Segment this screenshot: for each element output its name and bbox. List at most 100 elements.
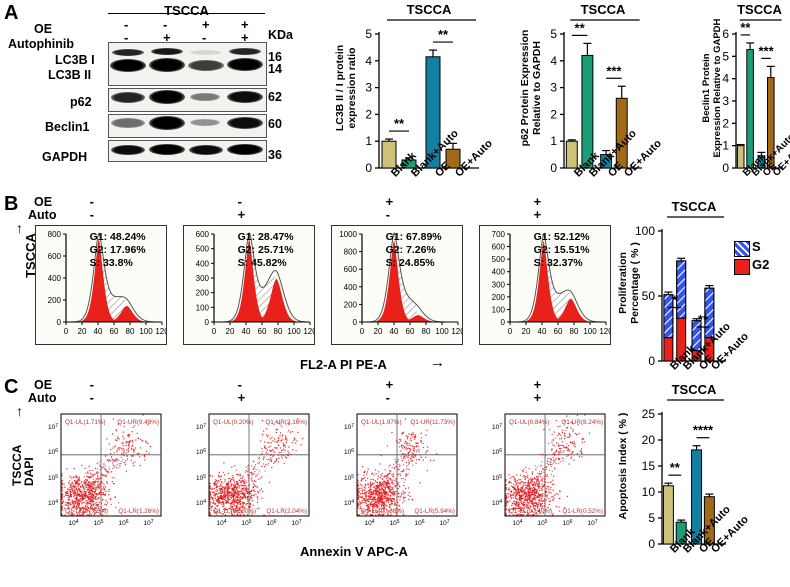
svg-text:Q1-LL(97.55%): Q1-LL(97.55%) <box>65 508 108 515</box>
svg-text:Q1-UL(0.20%): Q1-UL(0.20%) <box>213 419 254 426</box>
svg-text:20: 20 <box>78 327 87 336</box>
svg-text:100: 100 <box>196 303 210 312</box>
svg-text:Q1-LR(1.26%): Q1-LR(1.26%) <box>118 508 159 515</box>
svg-text:20: 20 <box>374 327 383 336</box>
svg-text:107: 107 <box>587 519 597 527</box>
svg-text:120: 120 <box>451 327 462 336</box>
svg-text:105: 105 <box>48 474 58 482</box>
svg-text:600: 600 <box>48 252 62 261</box>
svg-text:**: ** <box>670 460 681 475</box>
svg-text:500: 500 <box>492 255 506 264</box>
svg-text:60: 60 <box>406 327 415 336</box>
svg-text:104: 104 <box>344 499 354 507</box>
svg-text:106: 106 <box>492 448 502 456</box>
svg-text:20: 20 <box>226 327 235 336</box>
svg-text:600: 600 <box>492 243 506 252</box>
svg-text:104: 104 <box>512 519 522 527</box>
svg-text:107: 107 <box>344 423 354 431</box>
svg-text:Q1-LR(5.94%): Q1-LR(5.94%) <box>414 508 455 515</box>
svg-text:0: 0 <box>648 354 655 367</box>
svg-text:**: ** <box>575 20 586 35</box>
svg-text:120: 120 <box>303 327 314 336</box>
svg-text:600: 600 <box>196 230 210 239</box>
svg-text:Q1-LL(95.60%): Q1-LL(95.60%) <box>213 508 256 515</box>
svg-text:4: 4 <box>550 54 557 68</box>
svg-text:0: 0 <box>550 161 557 174</box>
svg-text:2: 2 <box>550 107 557 121</box>
svg-text:0: 0 <box>648 537 655 550</box>
svg-text:20: 20 <box>642 433 656 447</box>
svg-text:****: **** <box>693 423 714 438</box>
svg-text:104: 104 <box>364 519 374 527</box>
svg-text:300: 300 <box>492 280 506 289</box>
svg-text:0: 0 <box>365 161 372 174</box>
svg-text:100: 100 <box>492 305 506 314</box>
svg-text:**: ** <box>740 20 751 35</box>
svg-text:300: 300 <box>196 274 210 283</box>
svg-text:40: 40 <box>242 327 251 336</box>
svg-text:800: 800 <box>344 248 358 257</box>
svg-text:20: 20 <box>522 327 531 336</box>
svg-text:Q1-LR(0.52%): Q1-LR(0.52%) <box>562 508 603 515</box>
svg-text:TSCCA: TSCCA <box>407 2 452 17</box>
svg-text:120: 120 <box>155 327 166 336</box>
svg-text:0: 0 <box>501 318 506 327</box>
svg-text:200: 200 <box>492 293 506 302</box>
svg-text:80: 80 <box>422 327 431 336</box>
svg-text:TSCCA: TSCCA <box>672 382 717 397</box>
svg-text:104: 104 <box>196 499 206 507</box>
svg-text:500: 500 <box>196 245 210 254</box>
svg-text:**: ** <box>698 312 709 327</box>
svg-text:40: 40 <box>94 327 103 336</box>
svg-text:60: 60 <box>258 327 267 336</box>
svg-text:1: 1 <box>365 134 372 148</box>
svg-text:105: 105 <box>241 519 251 527</box>
svg-text:Q1-UL(1.97%): Q1-UL(1.97%) <box>361 419 402 426</box>
svg-text:106: 106 <box>196 448 206 456</box>
svg-text:105: 105 <box>537 519 547 527</box>
svg-text:400: 400 <box>196 259 210 268</box>
svg-text:106: 106 <box>118 519 128 527</box>
svg-text:100: 100 <box>287 327 301 336</box>
svg-text:105: 105 <box>93 519 103 527</box>
svg-text:700: 700 <box>492 230 506 239</box>
svg-text:60: 60 <box>110 327 119 336</box>
svg-text:0: 0 <box>205 318 210 327</box>
svg-text:0: 0 <box>508 327 513 336</box>
svg-text:5: 5 <box>550 27 557 41</box>
svg-text:0: 0 <box>722 161 729 174</box>
svg-text:107: 107 <box>291 519 301 527</box>
svg-text:400: 400 <box>492 268 506 277</box>
svg-text:Q1-UR(8.24%): Q1-UR(8.24%) <box>561 419 603 426</box>
svg-text:1: 1 <box>550 134 557 148</box>
svg-text:3: 3 <box>365 81 372 95</box>
svg-text:TSCCA: TSCCA <box>737 2 782 17</box>
svg-text:Q1-UR(2.16%): Q1-UR(2.16%) <box>265 419 307 426</box>
svg-text:600: 600 <box>344 265 358 274</box>
svg-text:5: 5 <box>365 27 372 41</box>
svg-text:3: 3 <box>550 81 557 95</box>
svg-text:104: 104 <box>68 519 78 527</box>
svg-text:40: 40 <box>538 327 547 336</box>
svg-text:80: 80 <box>570 327 579 336</box>
svg-text:60: 60 <box>554 327 563 336</box>
svg-text:107: 107 <box>48 423 58 431</box>
svg-text:5: 5 <box>648 511 655 525</box>
svg-text:106: 106 <box>48 448 58 456</box>
svg-text:106: 106 <box>344 448 354 456</box>
svg-text:4: 4 <box>365 54 372 68</box>
svg-text:0: 0 <box>212 327 217 336</box>
svg-text:107: 107 <box>196 423 206 431</box>
svg-text:800: 800 <box>48 230 62 239</box>
svg-text:50: 50 <box>642 289 656 303</box>
svg-text:105: 105 <box>492 474 502 482</box>
svg-text:200: 200 <box>344 300 358 309</box>
svg-text:0: 0 <box>360 327 365 336</box>
svg-text:***: *** <box>758 43 774 58</box>
svg-text:3: 3 <box>722 94 729 108</box>
svg-text:104: 104 <box>48 499 58 507</box>
svg-text:0: 0 <box>64 327 69 336</box>
svg-text:TSCCA: TSCCA <box>581 2 626 17</box>
svg-text:107: 107 <box>143 519 153 527</box>
svg-text:100: 100 <box>139 327 153 336</box>
